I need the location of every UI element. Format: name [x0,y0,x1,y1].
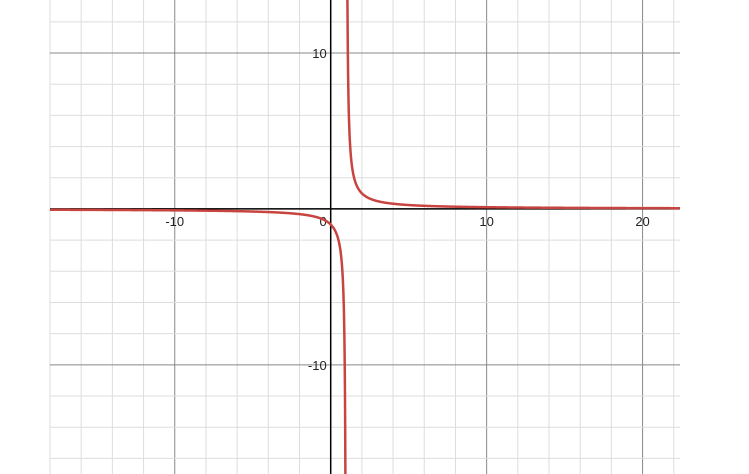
tick-labels: -10 0 10 20 10 -10 [165,46,649,373]
curves [49,0,680,474]
x-tick-label: 20 [635,214,649,229]
y-tick-label: 10 [312,46,326,61]
x-tick-label: 0 [319,214,326,229]
axes [50,0,680,474]
grid [49,0,680,474]
x-tick-label: 10 [479,214,493,229]
y-tick-label: -10 [308,358,327,373]
curve-branch-right [346,0,680,210]
curve-branch-left [49,208,347,474]
x-tick-label: -10 [165,214,184,229]
